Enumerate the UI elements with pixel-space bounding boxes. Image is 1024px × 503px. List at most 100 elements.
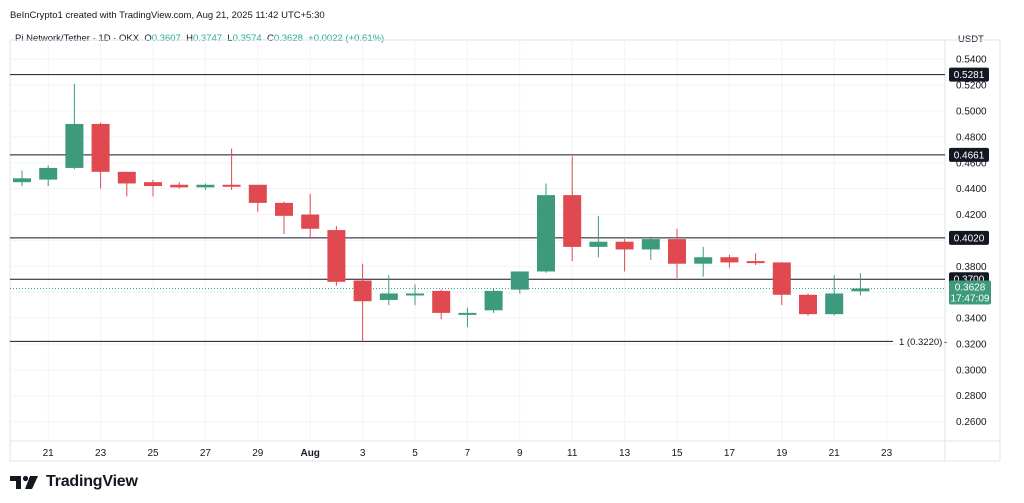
high-label: H [186, 33, 193, 44]
candle [825, 275, 844, 316]
chart-frame [9, 39, 1001, 462]
bar-countdown: 17:47:09 [951, 294, 990, 305]
candle [615, 239, 634, 272]
candle [13, 170, 31, 187]
candle [222, 148, 241, 190]
candle-body [563, 195, 582, 247]
level-tag [949, 230, 989, 245]
symbol-legend: Pi Network/Tether · 1D · OKX O0.3607 H0.… [15, 33, 384, 44]
candle [91, 122, 110, 189]
open-value: 0.3607 [151, 33, 181, 44]
candle-body [851, 288, 870, 292]
tradingview-logo-text: TradingView [46, 473, 138, 490]
candle-body [484, 290, 503, 311]
candle-body [275, 202, 293, 216]
fib-level-label: 1 (0.3220) [899, 337, 942, 348]
candle-body [406, 293, 424, 296]
x-tick-label: 17 [724, 448, 736, 459]
low-label: L [227, 33, 233, 44]
x-tick-label: 21 [43, 448, 55, 459]
candle-body [799, 294, 817, 315]
candle [327, 226, 346, 286]
candle [720, 254, 739, 268]
y-tick-label: 0.3200 [956, 339, 987, 350]
x-tick-label: 13 [619, 448, 631, 459]
close-label: C [266, 33, 274, 44]
candle-body [13, 178, 31, 183]
candle-body [144, 182, 162, 187]
candle-body [720, 257, 739, 263]
candle [406, 284, 424, 306]
candle-body [458, 312, 477, 315]
high-value: 0.3747 [192, 33, 223, 44]
candle [851, 273, 870, 296]
x-tick-label: Aug [300, 448, 319, 459]
candle-body [222, 184, 241, 187]
y-tick-label: 0.3800 [956, 262, 987, 273]
candle [458, 307, 477, 328]
candle [432, 289, 451, 320]
candle [170, 182, 189, 189]
candle-body [825, 293, 844, 315]
candle [301, 193, 320, 238]
candle-body [537, 195, 555, 272]
candle-body [379, 293, 398, 300]
candle-body [772, 262, 791, 295]
candle [353, 263, 372, 342]
candle [563, 156, 582, 262]
level-tag [949, 67, 989, 82]
candle [694, 246, 713, 277]
candle [65, 83, 84, 170]
candle-body [196, 184, 215, 188]
last-price-tag [949, 280, 991, 305]
x-tick-label: 23 [881, 448, 893, 459]
level-tag-label: 0.5281 [954, 70, 985, 81]
candle [589, 215, 608, 258]
y-tick-label: 0.5000 [956, 107, 987, 118]
candle [144, 179, 162, 197]
candle-body [668, 239, 686, 264]
fib-level-dash: - [944, 337, 947, 348]
x-tick-label: 7 [465, 448, 471, 459]
candle-body [694, 257, 713, 264]
candle [484, 288, 503, 313]
candle [668, 228, 686, 278]
candle [641, 236, 660, 260]
candle [117, 171, 136, 197]
candle [510, 271, 529, 294]
x-tick-label: 21 [829, 448, 841, 459]
candle [196, 183, 215, 190]
y-tick-label: 0.5400 [956, 55, 987, 66]
x-tick-label: 19 [776, 448, 788, 459]
level-tag-label: 0.3700 [954, 275, 985, 286]
candle-body [589, 241, 608, 247]
candle-body [641, 239, 660, 250]
candle [537, 183, 555, 273]
candle-body [39, 167, 58, 180]
x-tick-label: 5 [412, 448, 418, 459]
x-tick-label: 11 [567, 448, 578, 459]
candle-body [91, 123, 110, 172]
candle-body [248, 184, 267, 203]
candle-body [65, 123, 84, 168]
level-tag [949, 147, 989, 162]
x-tick-label: 25 [147, 448, 159, 459]
y-tick-label: 0.2600 [956, 417, 987, 428]
candle [799, 293, 817, 316]
y-tick-label: 0.4600 [956, 158, 987, 169]
y-tick-label: 0.4800 [956, 132, 987, 143]
x-tick-label: 29 [252, 448, 264, 459]
y-tick-label: 0.3400 [956, 314, 987, 325]
last-price-value: 0.3628 [955, 283, 986, 294]
y-tick-label: 0.3000 [956, 365, 987, 376]
candle-body [117, 171, 136, 184]
x-tick-label: 3 [360, 448, 366, 459]
candle-body [615, 241, 634, 250]
y-tick-label: 0.4400 [956, 184, 987, 195]
candle [746, 253, 765, 265]
candle-body [353, 280, 372, 302]
candle [248, 184, 267, 212]
x-tick-label: 15 [671, 448, 683, 459]
candle [379, 275, 398, 306]
